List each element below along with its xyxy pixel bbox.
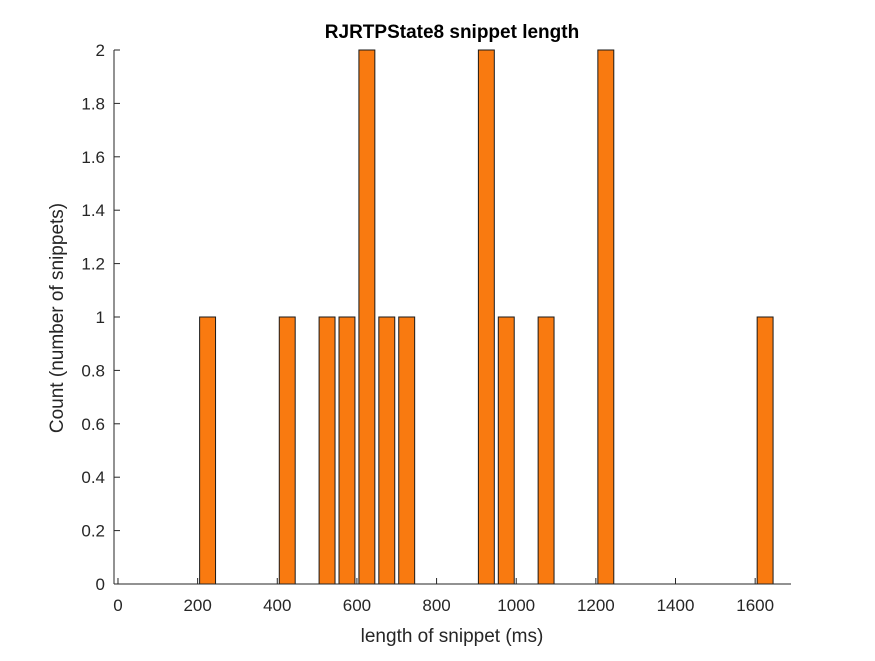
histogram-bar bbox=[477, 49, 495, 585]
y-tick-label: 2 bbox=[96, 41, 105, 60]
x-tick-label: 1000 bbox=[497, 596, 535, 615]
histogram-bar bbox=[199, 316, 217, 585]
y-tick-label: 0 bbox=[96, 575, 105, 594]
histogram-bar bbox=[537, 316, 555, 585]
y-tick-label: 1.2 bbox=[81, 255, 105, 274]
y-tick-label: 0.4 bbox=[81, 468, 105, 487]
y-tick-label: 0.8 bbox=[81, 361, 105, 380]
histogram-bar bbox=[497, 316, 515, 585]
histogram-bar bbox=[378, 316, 396, 585]
x-tick-label: 600 bbox=[343, 596, 371, 615]
y-tick-label: 0.2 bbox=[81, 522, 105, 541]
x-tick-label: 0 bbox=[113, 596, 122, 615]
y-tick-label: 1.4 bbox=[81, 201, 105, 220]
chart-title: RJRTPState8 snippet length bbox=[325, 22, 579, 43]
histogram-bar bbox=[278, 316, 296, 585]
histogram-bar bbox=[398, 316, 416, 585]
histogram-bar bbox=[338, 316, 356, 585]
histogram-bar bbox=[597, 49, 615, 585]
y-tick-label: 0.6 bbox=[81, 415, 105, 434]
y-tick-label: 1 bbox=[96, 308, 105, 327]
x-tick-label: 400 bbox=[263, 596, 291, 615]
x-tick-label: 1200 bbox=[577, 596, 615, 615]
histogram-bar bbox=[756, 316, 774, 585]
y-tick-label: 1.6 bbox=[81, 148, 105, 167]
y-tick-label: 1.8 bbox=[81, 94, 105, 113]
y-axis-label: Count (number of snippets) bbox=[47, 203, 68, 433]
x-tick-label: 1600 bbox=[736, 596, 774, 615]
histogram-bar bbox=[318, 316, 336, 585]
x-tick-label: 200 bbox=[183, 596, 211, 615]
x-tick-label: 1400 bbox=[657, 596, 695, 615]
y-ticks-group: 0 0.2 0.4 0.6 0.8 1 1.2 1.4 1.6 1.8 2 bbox=[81, 41, 120, 594]
x-tick-label: 800 bbox=[422, 596, 450, 615]
x-axis-label: length of snippet (ms) bbox=[361, 626, 544, 647]
histogram-bar bbox=[358, 49, 376, 585]
x-ticks-group: 0 200 400 600 800 1000 1200 1400 1600 bbox=[113, 578, 774, 615]
